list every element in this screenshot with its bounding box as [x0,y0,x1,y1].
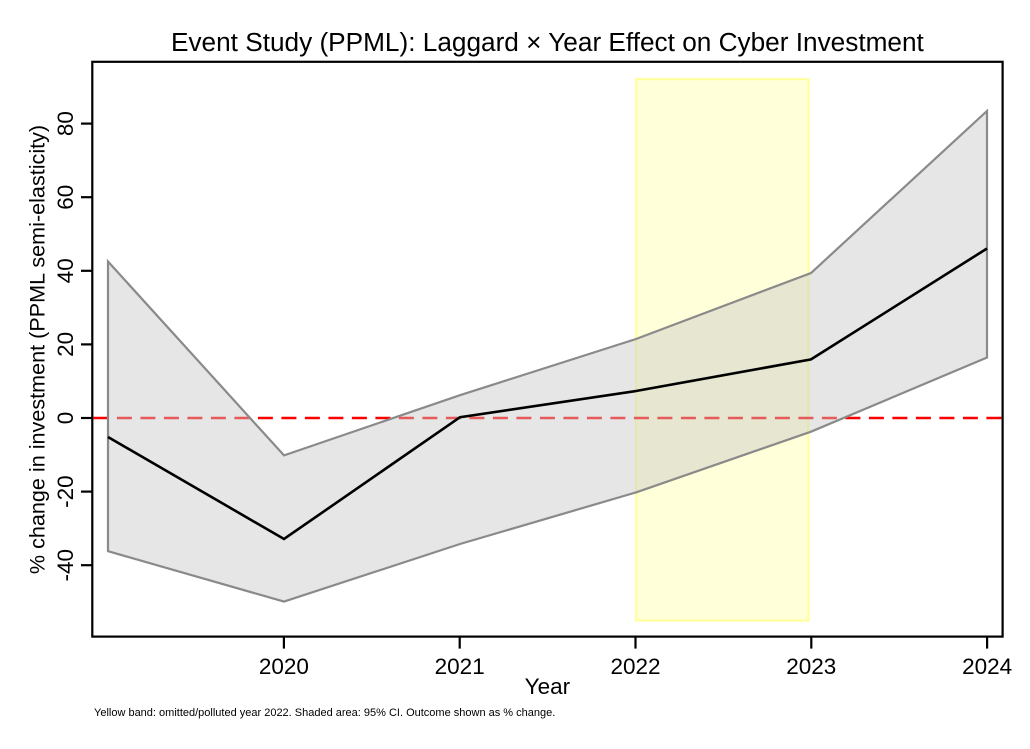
svg-text:20: 20 [53,332,78,357]
svg-text:0: 0 [53,412,78,425]
svg-text:60: 60 [53,185,78,210]
svg-text:% change in investment (PPML s: % change in investment (PPML semi-elasti… [25,125,50,574]
svg-text:-20: -20 [53,475,78,508]
svg-text:2020: 2020 [259,654,309,679]
svg-text:2022: 2022 [610,654,660,679]
svg-text:2024: 2024 [962,654,1012,679]
svg-text:80: 80 [53,111,78,136]
svg-text:Year: Year [525,674,571,699]
svg-text:40: 40 [53,258,78,283]
svg-text:2021: 2021 [435,654,485,679]
svg-text:Event Study (PPML): Laggard ×: Event Study (PPML): Laggard × Year Effec… [171,27,925,57]
svg-text:2023: 2023 [786,654,836,679]
svg-text:-40: -40 [53,549,78,582]
svg-text:Yellow band: omitted/polluted: Yellow band: omitted/polluted year 2022.… [94,707,555,719]
